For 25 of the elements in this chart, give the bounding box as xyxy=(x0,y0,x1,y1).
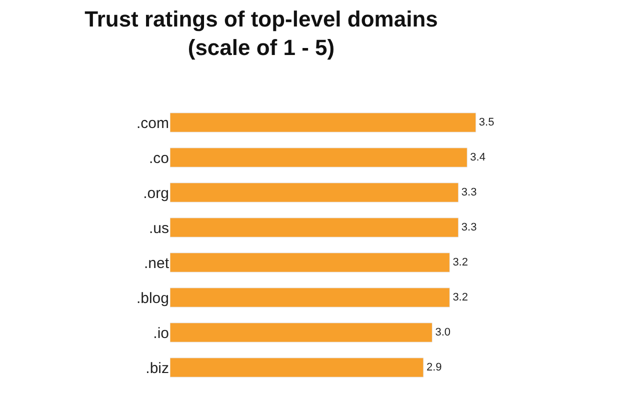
y-tick-label: .us xyxy=(148,220,169,237)
y-tick-label: .blog xyxy=(136,290,169,307)
data-label: 3.0 xyxy=(435,326,450,338)
bar xyxy=(170,358,424,378)
y-tick-label: .net xyxy=(144,254,170,272)
y-tick-label: .com xyxy=(136,114,169,132)
y-tick-label: .org xyxy=(143,184,169,202)
y-tick-label: .co xyxy=(148,150,169,167)
data-label: 2.9 xyxy=(426,362,442,374)
data-label: 3.2 xyxy=(452,256,468,269)
data-label: 3.3 xyxy=(461,186,477,199)
bar xyxy=(170,288,450,308)
bar xyxy=(170,182,459,202)
y-tick-label: .io xyxy=(153,324,169,342)
bar xyxy=(170,322,432,342)
y-tick-label: .biz xyxy=(146,360,169,377)
data-label: 3.3 xyxy=(461,222,477,234)
bar xyxy=(170,148,468,168)
bar xyxy=(170,252,450,272)
bar xyxy=(170,218,459,238)
data-label: 3.5 xyxy=(478,116,494,129)
chart-title: Trust ratings of top-level domains (scale of 1 - 5) xyxy=(84,6,438,60)
data-label: 3.2 xyxy=(452,292,468,304)
bar xyxy=(170,112,476,132)
data-label: 3.4 xyxy=(470,152,486,164)
